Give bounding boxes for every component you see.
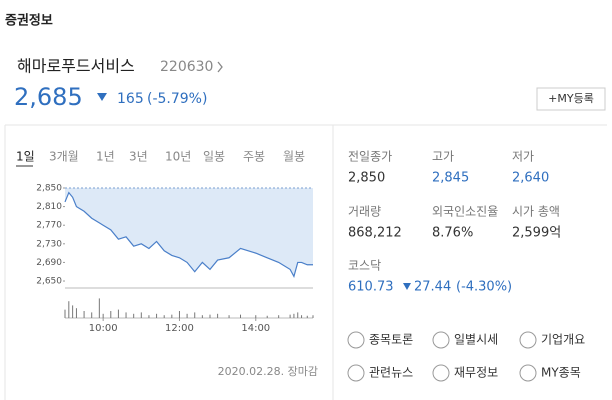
chart-footer: 2020.02.28. 장마감 [218,365,318,378]
stat-value: 2,845 [432,171,469,186]
chart-tab[interactable]: 3개월 [49,150,79,164]
chart-tab[interactable]: 1일 [16,150,35,164]
stock-name[interactable]: 해마로푸드서비스 [17,57,135,76]
link-label[interactable]: 일별시세 [454,333,498,347]
index-name: 코스닥 [348,259,381,273]
y-tick-label: 2,770 [36,221,62,231]
x-tick-label: 10:00 [89,323,118,334]
y-tick-label: 2,810 [36,202,62,212]
link-label[interactable]: MY종목 [541,366,581,380]
chart-tab[interactable]: 1년 [96,150,115,164]
y-tick-label: 2,690 [36,258,62,268]
y-tick-label: 2,850 [36,184,62,194]
link-icon[interactable] [519,331,537,349]
link-label[interactable]: 기업개요 [541,333,585,347]
link-label[interactable]: 종목토론 [369,333,413,347]
index-value: 610.73 [348,280,394,295]
price-line [64,191,313,278]
chart-tab[interactable]: 3년 [129,150,148,164]
down-arrow [403,283,411,290]
stat-label: 고가 [432,150,454,164]
stat-label: 전일종가 [348,150,392,164]
stat-value: 8.76% [432,226,473,241]
arrow-icon[interactable] [217,61,223,73]
area-fill [65,188,313,277]
widget-title: 증권정보 [5,13,53,29]
index-change-rate: (-4.30%) [456,280,512,295]
link-icon[interactable] [347,331,365,349]
x-tick-label: 14:00 [241,323,270,334]
link-label[interactable]: 재무정보 [454,366,498,380]
stat-label: 저가 [512,150,534,164]
index-change: 27.44 [414,280,451,295]
link-icon[interactable] [347,364,365,382]
stat-label: 외국인소진율 [432,205,498,219]
price-change: 165 [117,91,144,107]
y-tick-label: 2,650 [36,277,62,287]
chart-tab[interactable]: 주봉 [243,150,265,164]
link-label[interactable]: 관련뉴스 [369,366,413,380]
stock-code: 220630 [160,59,213,75]
chart-tab[interactable]: 월봉 [283,150,305,164]
price: 2,685 [14,83,83,111]
stat-value: 868,212 [348,226,402,241]
stat-label: 시가 총액 [512,205,560,219]
link-icon[interactable] [432,364,450,382]
my-button[interactable] [536,87,606,111]
link-icon[interactable] [519,364,537,382]
down-arrow [97,93,107,101]
link-icon[interactable] [432,331,450,349]
y-tick-label: 2,730 [36,239,62,249]
stat-value: 2,640 [512,171,549,186]
stat-label: 거래량 [348,205,381,219]
chart-tab[interactable]: 10년 [165,150,191,164]
my-button-label[interactable]: +MY등록 [548,92,594,105]
price-change-rate: (-5.79%) [147,91,207,107]
x-tick-label: 12:00 [165,323,194,334]
stat-value: 2,599억 [512,226,561,241]
chart-tab[interactable]: 일봉 [203,150,225,164]
stat-value: 2,850 [348,171,385,186]
